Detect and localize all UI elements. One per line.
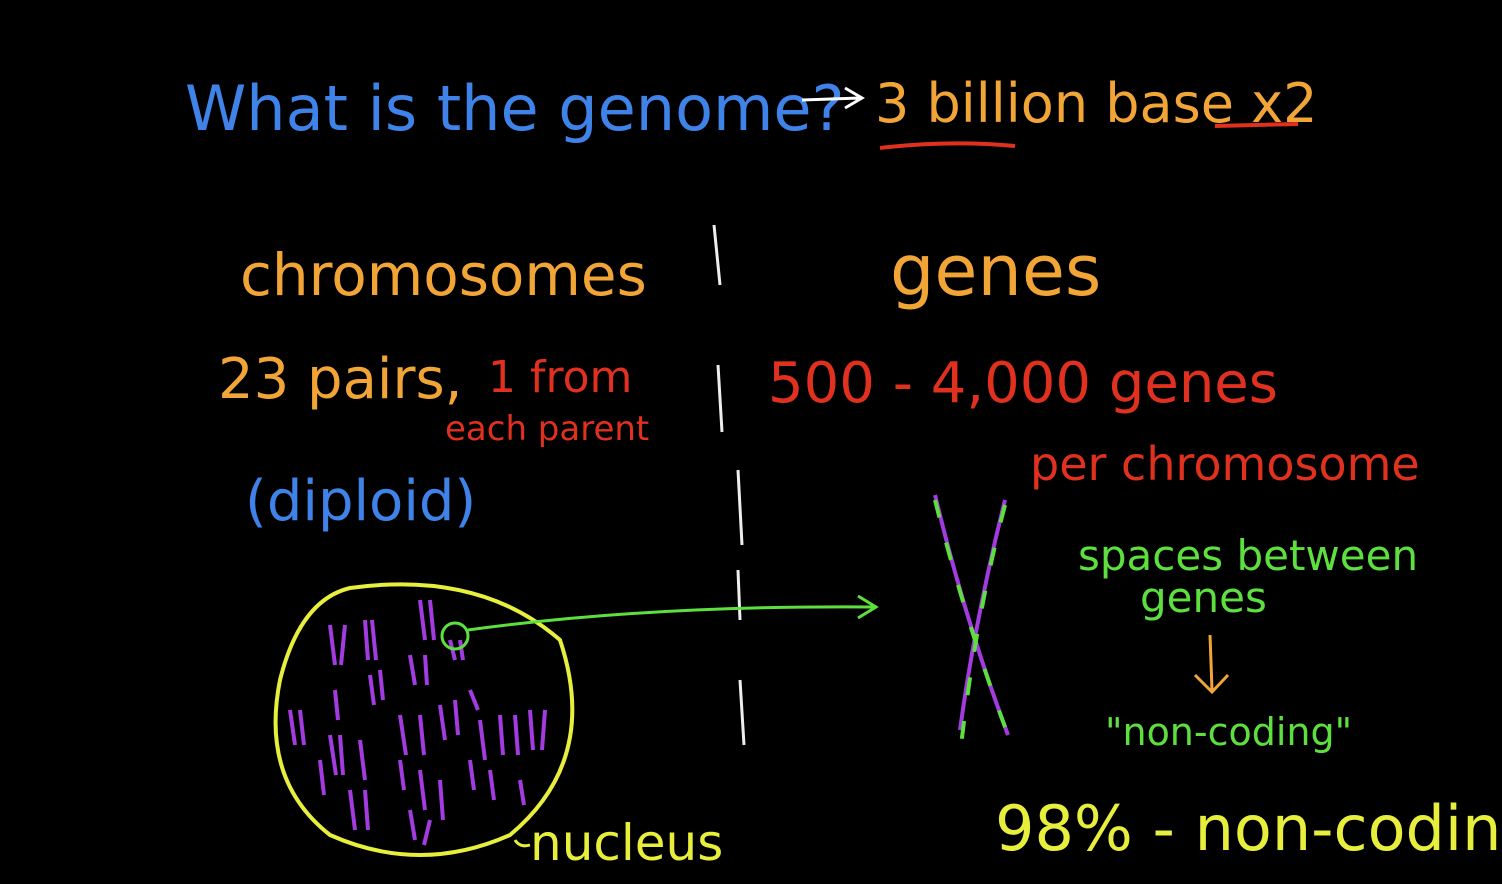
genes-heading: genes	[890, 230, 1101, 312]
highlight	[440, 621, 470, 651]
label-pointer	[513, 839, 531, 848]
source: 1 from	[488, 352, 632, 403]
question: What is the genome?	[185, 72, 844, 145]
arrow	[801, 86, 865, 110]
nucleus-label: nucleus	[530, 814, 723, 872]
pairs: 23 pairs,	[218, 347, 462, 412]
gene-count: 500 - 4,000 genes	[768, 351, 1278, 416]
gene-segments	[933, 499, 1010, 756]
chromosome	[933, 494, 1010, 736]
chromosomes-heading: chromosomes	[240, 241, 647, 309]
noncoding: "non-coding"	[1105, 710, 1352, 754]
ploidy: (diploid)	[245, 469, 476, 534]
source-cont: each parent	[445, 409, 649, 449]
spaces-cont: genes	[1140, 573, 1267, 622]
nucleus	[273, 582, 575, 857]
spaces: spaces between	[1078, 531, 1418, 580]
divider	[712, 224, 746, 746]
per-chromosome: per chromosome	[1030, 437, 1420, 491]
zoom-arrow	[467, 594, 879, 632]
underline	[879, 122, 1299, 150]
percent: 98% - non-coding	[995, 792, 1502, 865]
down-arrow	[1193, 634, 1230, 695]
chromosome-marks	[288, 599, 547, 846]
